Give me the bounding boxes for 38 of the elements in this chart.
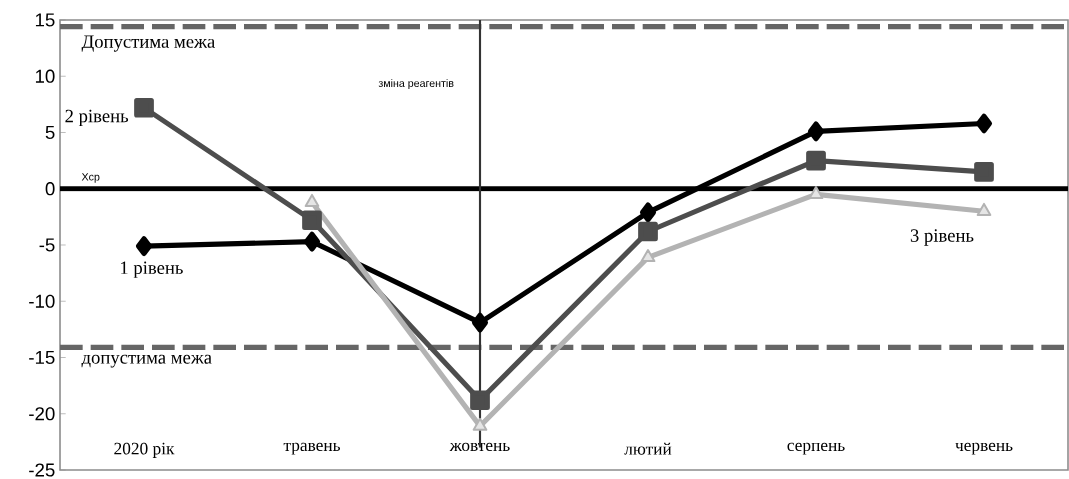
y-tick-label: 15 — [35, 13, 55, 27]
y-tick-label: 0 — [45, 182, 55, 196]
point — [303, 231, 321, 252]
point — [304, 193, 320, 207]
ref-line-label: Допустима межа — [81, 35, 215, 52]
ref-line-label: зміна реагентів — [378, 79, 454, 90]
point — [134, 97, 154, 118]
y-tick-label: 5 — [45, 125, 55, 140]
x-tick-label: жовтень — [449, 442, 510, 452]
point — [976, 202, 992, 216]
point — [975, 113, 993, 134]
x-tick-label: травень — [283, 442, 341, 455]
y-tick-label: -5 — [39, 238, 55, 252]
point — [638, 221, 658, 242]
x-tick-label: червень — [955, 442, 1013, 455]
point — [974, 162, 994, 182]
series-label: 1 рівень — [121, 261, 183, 278]
point — [807, 121, 825, 142]
point — [472, 417, 488, 431]
ref-line-label: допустима межа — [81, 354, 212, 368]
point — [640, 249, 656, 263]
point — [806, 150, 826, 171]
point — [302, 210, 322, 231]
y-tick-label: -20 — [29, 407, 55, 421]
x-tick-label: 2020 рік — [114, 442, 175, 458]
point — [135, 236, 153, 256]
y-tick-label: -15 — [29, 350, 55, 365]
point — [639, 202, 657, 223]
point — [470, 390, 490, 411]
x-tick-label: лютий — [624, 442, 672, 455]
y-tick-label: 10 — [35, 69, 55, 83]
series-label: 3 рівень — [910, 229, 974, 246]
point — [471, 312, 489, 333]
ref-line-label: Xср — [81, 173, 100, 183]
y-tick-label: -25 — [29, 463, 55, 477]
series-label: 2 рівень — [65, 109, 129, 127]
x-tick-label: серпень — [787, 442, 845, 455]
y-tick-label: -10 — [29, 294, 55, 308]
